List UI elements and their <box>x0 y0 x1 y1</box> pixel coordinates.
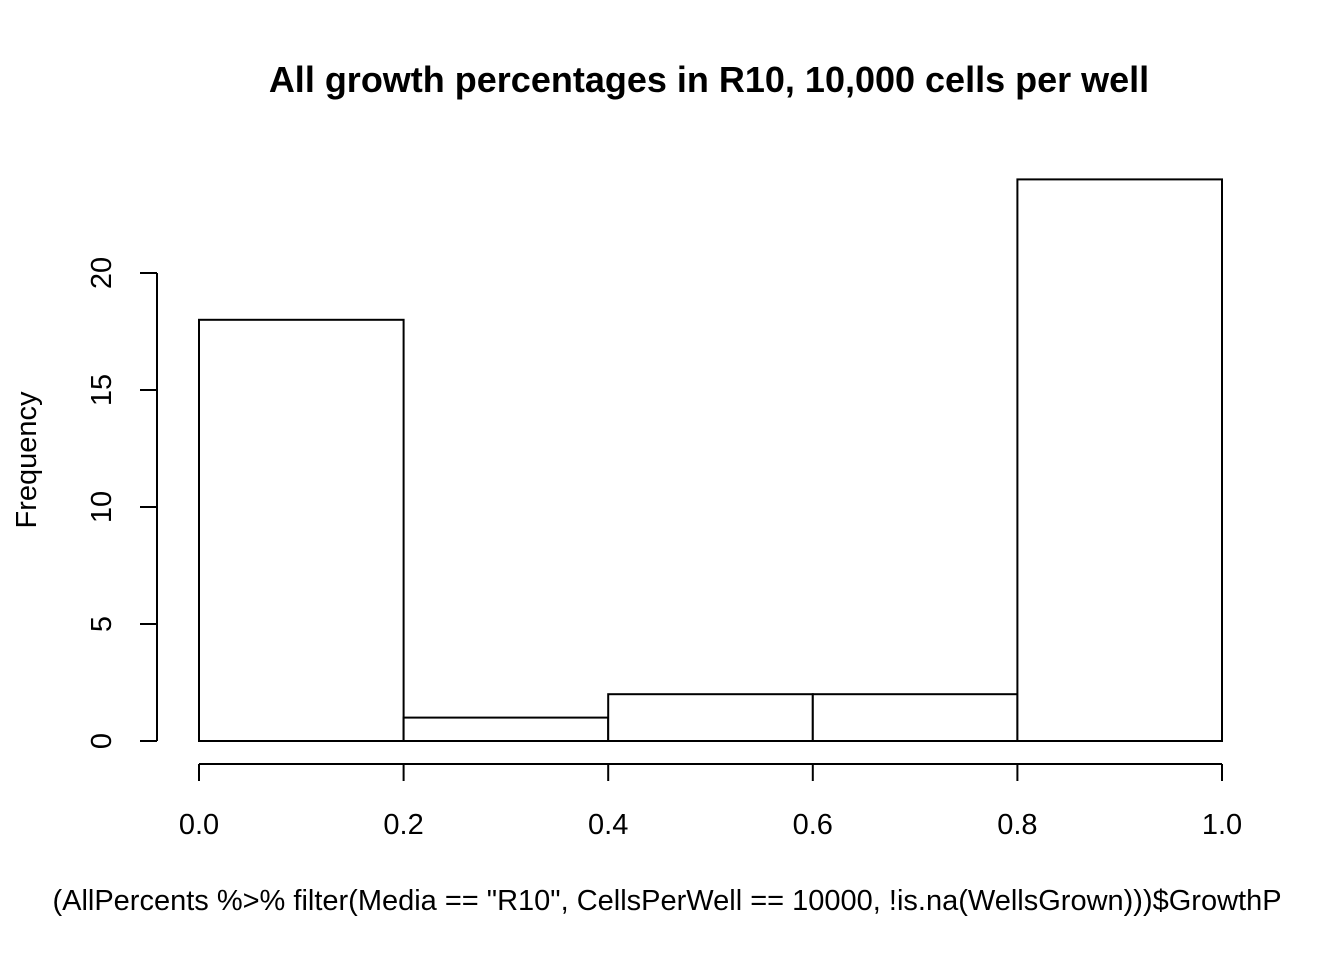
x-tick-label: 1.0 <box>1202 809 1242 841</box>
y-axis-label: Frequency <box>11 391 43 529</box>
x-axis: 0.0 0.2 0.4 0.6 0.8 1.0 <box>179 763 1242 841</box>
y-tick-label: 5 <box>86 616 118 632</box>
chart-title: All growth percentages in R10, 10,000 ce… <box>269 59 1149 100</box>
bars-group <box>198 178 1224 743</box>
x-tick-label: 0.0 <box>179 809 219 841</box>
y-tick-label: 0 <box>86 733 118 749</box>
x-tick-label: 0.8 <box>997 809 1037 841</box>
y-tick-label: 20 <box>86 257 118 289</box>
x-tick-label: 0.4 <box>588 809 628 841</box>
x-axis-label: (AllPercents %>% filter(Media == "R10", … <box>52 885 1281 917</box>
x-tick-label: 0.6 <box>793 809 833 841</box>
histogram-bar <box>607 693 814 743</box>
histogram-bar <box>198 318 405 742</box>
histogram-bar <box>402 716 610 742</box>
histogram-bar <box>811 693 1019 743</box>
x-tick-label: 0.2 <box>383 809 423 841</box>
y-tick-label: 15 <box>86 374 118 406</box>
y-axis: 0 5 10 15 20 <box>86 257 158 749</box>
histogram-bar <box>1016 178 1224 742</box>
y-tick-label: 10 <box>86 491 118 523</box>
